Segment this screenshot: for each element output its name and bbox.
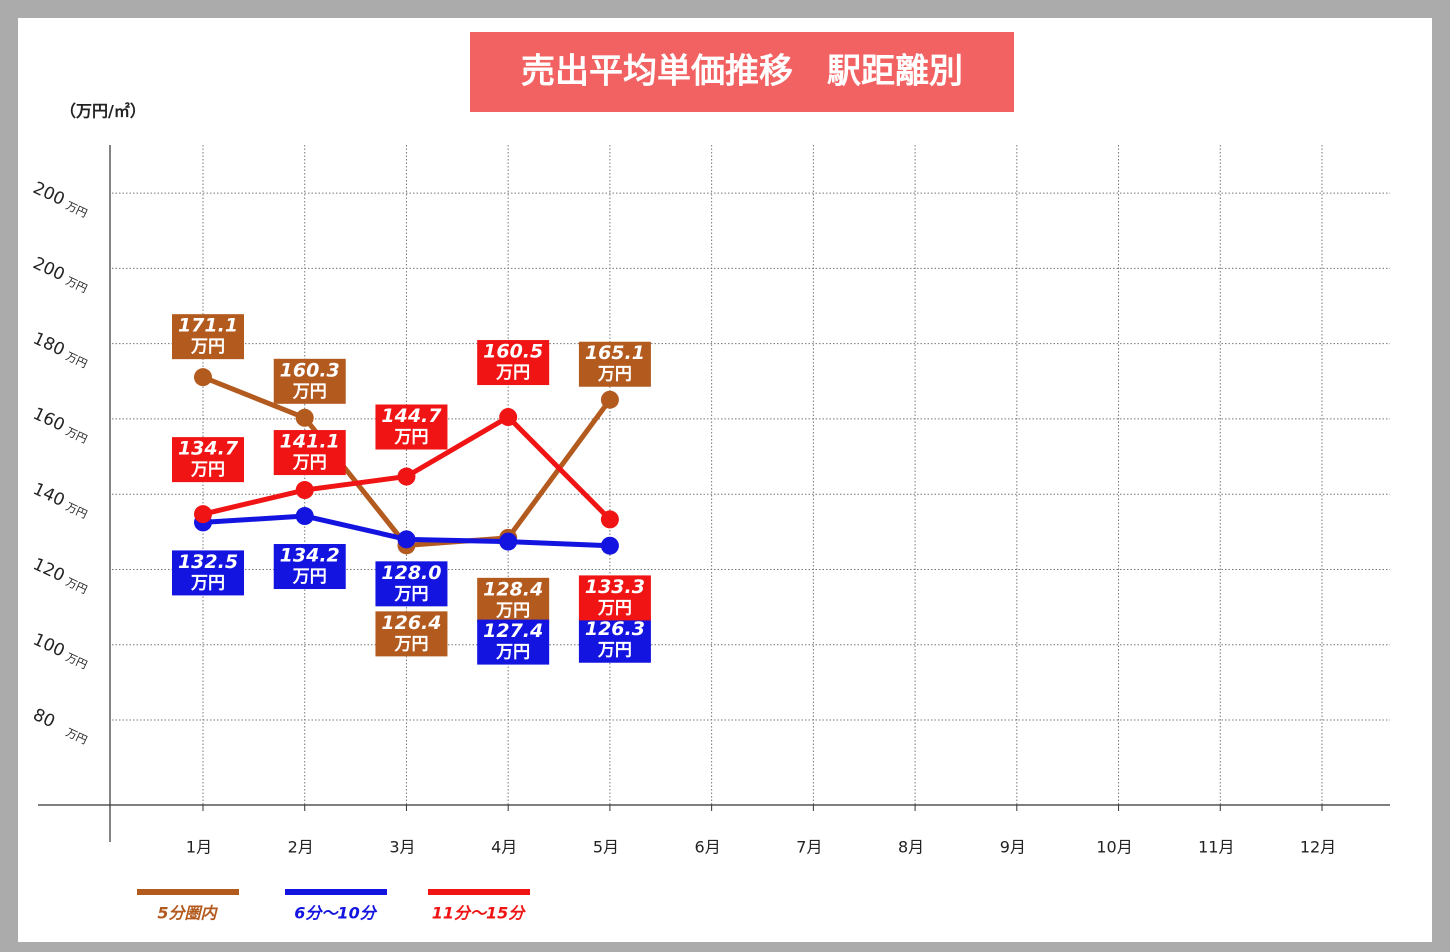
value-label: 134.2	[280, 545, 340, 567]
y-axis-label: （万円/㎡）	[60, 102, 146, 121]
value-label-unit: 万円	[190, 460, 225, 480]
point	[194, 505, 212, 524]
value-label: 126.3	[585, 618, 645, 640]
value-label: 165.1	[585, 342, 645, 364]
value-label-unit: 万円	[292, 382, 327, 402]
value-label-unit: 万円	[393, 634, 428, 654]
point	[194, 368, 212, 387]
value-label-box	[578, 617, 651, 663]
point	[600, 390, 619, 409]
point	[499, 408, 518, 427]
value-label: 160.5	[483, 341, 543, 363]
x-tick-label: 5月	[593, 838, 619, 857]
value-label: 126.4	[381, 612, 441, 634]
value-label-box	[273, 358, 346, 404]
value-label-unit: 万円	[597, 598, 632, 618]
value-label-unit: 万円	[393, 428, 428, 448]
value-label-unit: 万円	[190, 337, 225, 357]
value-label: 128.0	[381, 562, 441, 584]
x-tick-label: 7月	[796, 838, 822, 857]
x-tick-label: 10月	[1096, 838, 1132, 857]
x-tick-label: 4月	[491, 838, 517, 857]
value-label-box	[172, 314, 244, 360]
value-label: 128.4	[483, 578, 543, 600]
x-tick-label: 2月	[288, 838, 314, 857]
point	[499, 532, 518, 551]
legend-label: 6分～10分	[294, 904, 377, 923]
value-label-unit: 万円	[597, 641, 632, 661]
point	[295, 507, 314, 526]
value-label-box	[477, 577, 550, 623]
point	[600, 510, 619, 529]
value-label: 141.1	[280, 431, 340, 453]
x-tick-label: 9月	[1000, 838, 1026, 857]
value-label-box	[477, 619, 550, 665]
value-label: 134.7	[178, 438, 239, 460]
value-label-box	[375, 611, 448, 657]
value-label-box	[375, 561, 448, 607]
x-tick-label: 6月	[695, 838, 721, 857]
legend-label: 5分圏内	[157, 904, 218, 923]
value-label: 144.7	[381, 405, 442, 427]
value-label-unit: 万円	[393, 584, 428, 604]
x-tick-label: 12月	[1300, 838, 1336, 857]
x-tick-label: 1月	[186, 838, 212, 857]
value-label-box	[477, 340, 550, 386]
point	[295, 481, 314, 500]
value-label-box	[578, 341, 651, 387]
value-label-unit: 万円	[190, 573, 225, 593]
value-label-box	[172, 550, 244, 596]
value-label: 132.5	[178, 551, 238, 573]
value-label-box	[273, 544, 346, 590]
value-label: 160.3	[280, 359, 340, 381]
point	[295, 408, 314, 427]
value-label-box	[578, 575, 651, 621]
value-label-box	[375, 404, 448, 450]
value-label-box	[273, 430, 346, 476]
point	[600, 536, 619, 555]
value-label: 127.4	[483, 620, 543, 642]
value-label-unit: 万円	[495, 601, 530, 621]
chart-title: 売出平均単価推移 駅距離別	[521, 52, 963, 92]
value-label: 171.1	[178, 315, 238, 337]
x-tick-label: 3月	[389, 838, 415, 857]
x-tick-label: 11月	[1198, 838, 1234, 857]
value-label: 133.3	[585, 576, 645, 598]
value-label-unit: 万円	[495, 363, 530, 383]
value-label-unit: 万円	[597, 365, 632, 385]
legend-label: 11分～15分	[432, 904, 527, 923]
point	[397, 530, 416, 549]
panel	[18, 18, 1432, 942]
title-box	[470, 32, 1014, 112]
value-label-unit: 万円	[495, 643, 530, 663]
point	[397, 467, 416, 486]
value-label-box	[172, 437, 244, 483]
value-label-unit: 万円	[292, 453, 327, 473]
x-tick-label: 8月	[898, 838, 924, 857]
value-label-unit: 万円	[292, 567, 327, 587]
